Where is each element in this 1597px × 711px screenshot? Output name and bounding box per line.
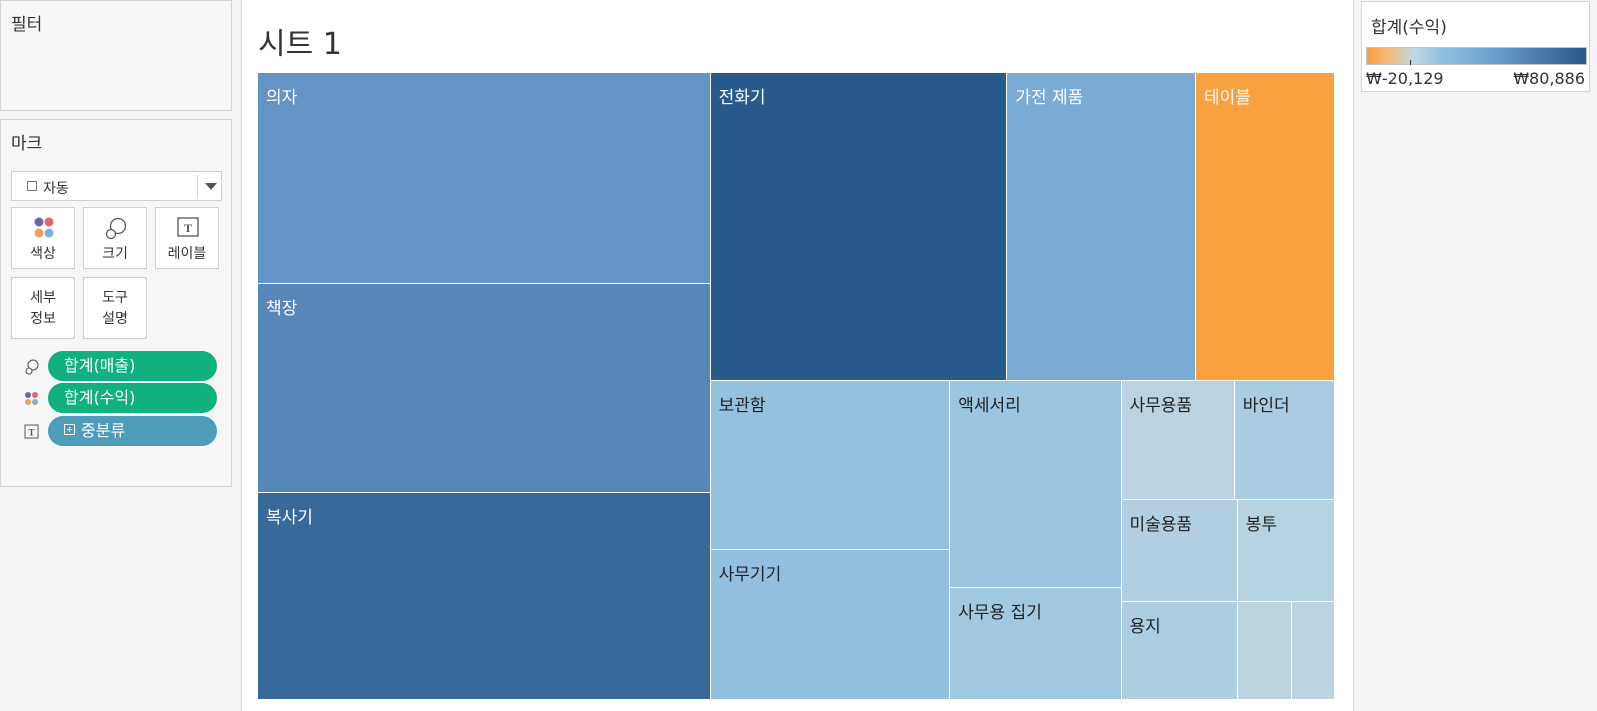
pill-row-sales: 합계(매출) [1,351,233,382]
treemap-cell[interactable]: 액세서리 [950,380,1122,588]
treemap-cell[interactable]: 책장 [258,284,711,494]
marks-card: 마크 자동 색상 크기 T [0,119,232,487]
expand-plus-icon[interactable] [64,424,75,435]
treemap-cell-label: 미술용품 [1129,515,1193,536]
pill-row-profit: 합계(수익) [1,383,233,414]
treemap-cell-label: 사무용품 [1129,395,1193,416]
treemap-cell-label: 바인더 [1242,395,1290,416]
treemap-cell-label: 용지 [1129,617,1161,638]
chevron-down-icon[interactable] [205,183,217,190]
dropdown-divider [197,175,198,197]
tooltip-label-line1: 도구 [102,290,128,306]
size-icon [84,216,146,240]
color-legend[interactable]: 합계(수익) ₩-20,129 ₩80,886 [1361,1,1590,92]
color-label: 색상 [30,246,56,262]
treemap-cell[interactable]: 사무기기 [710,550,951,700]
treemap-cell[interactable]: 봉투 [1237,500,1335,603]
treemap-cell[interactable]: 의자 [258,73,711,285]
color-icon [12,216,74,240]
treemap-cell-label: 책장 [266,299,298,320]
treemap-cell-label: 사무기기 [718,565,782,586]
treemap-cell-label: 봉투 [1245,515,1278,536]
square-icon [27,181,37,191]
treemap-cell-label: 보관함 [718,395,766,416]
tooltip-label-line2: 설명 [102,311,128,327]
treemap-cell[interactable] [1291,602,1335,700]
label-icon: T [156,216,218,240]
treemap-cell-label: 테이블 [1203,88,1251,108]
legend-max-label: ₩80,886 [1513,69,1585,88]
legend-zero-tick [1410,60,1411,65]
treemap-cell[interactable]: 복사기 [258,493,711,700]
svg-text:T: T [28,428,34,438]
tooltip-label: 도구 설명 [84,288,146,330]
color-icon[interactable] [23,390,41,408]
filters-title: 필터 [11,15,43,35]
treemap-cell-label: 복사기 [266,508,313,529]
mark-type-dropdown[interactable]: 자동 [11,171,222,201]
detail-label-line1: 세부 [30,290,56,306]
marks-title: 마크 [11,134,43,154]
treemap-cell-label: 의자 [266,88,298,108]
treemap-cell[interactable]: 가전 제품 [1007,73,1196,381]
treemap-cell[interactable]: 용지 [1121,602,1238,700]
detail-label-line2: 정보 [30,311,56,327]
treemap-cell[interactable]: 사무용품 [1121,380,1235,501]
treemap-cell[interactable]: 전화기 [710,73,1008,381]
treemap-cell-label: 액세서리 [958,395,1021,416]
label-icon[interactable]: T [23,423,41,441]
legend-min-label: ₩-20,129 [1366,69,1444,88]
size-icon[interactable] [23,358,41,376]
treemap-cell[interactable]: 보관함 [710,380,951,551]
treemap-cell-label: 사무용 집기 [958,602,1042,623]
treemap-cell[interactable]: 사무용 집기 [950,587,1122,700]
treemap-cell-label: 전화기 [718,88,766,108]
treemap-cell[interactable]: 바인더 [1234,380,1335,501]
field-pill-subcategory[interactable]: 중분류 [48,416,217,446]
legend-gradient-bar [1366,47,1587,65]
size-button[interactable]: 크기 [83,207,147,269]
filters-shelf[interactable]: 필터 [0,0,232,111]
treemap-cell[interactable] [1237,602,1292,700]
size-label: 크기 [102,246,128,262]
treemap-cell-label: 가전 제품 [1015,88,1084,108]
svg-text:T: T [184,221,192,235]
legend-title: 합계(수익) [1371,18,1447,38]
treemap-cell[interactable]: 미술용품 [1121,500,1238,603]
treemap-cell[interactable]: 테이블 [1195,73,1335,381]
color-button[interactable]: 색상 [11,207,75,269]
field-pill-subcategory-label: 중분류 [81,421,126,440]
mark-type-label: 자동 [43,181,69,197]
detail-button[interactable]: 세부 정보 [11,277,75,339]
field-pill-profit[interactable]: 합계(수익) [48,383,217,413]
label-label: 레이블 [167,246,207,262]
label-button[interactable]: T 레이블 [155,207,219,269]
field-pill-sales[interactable]: 합계(매출) [48,351,217,381]
pill-row-subcategory: T 중분류 [1,416,233,447]
tooltip-button[interactable]: 도구 설명 [83,277,147,339]
sheet-title: 시트 1 [258,27,342,62]
detail-label: 세부 정보 [12,288,74,330]
